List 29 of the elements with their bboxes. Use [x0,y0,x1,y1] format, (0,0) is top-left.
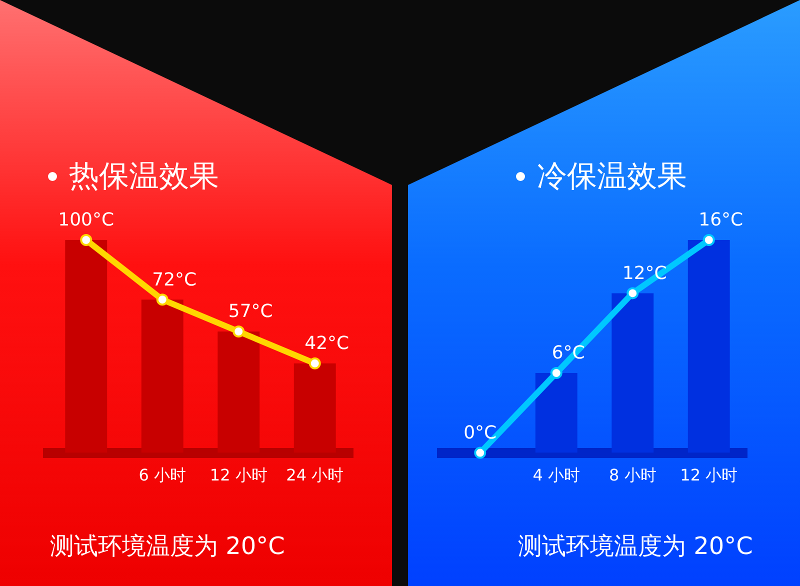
chart-title: 冷保温效果 [537,158,687,196]
x-tick-label: 4 小时 [532,466,580,485]
point [550,367,562,379]
point [626,287,639,300]
text: 测试环境温度为 20°C [50,531,285,562]
point [702,234,715,246]
data-label: 16°C [698,210,744,231]
bar [141,300,184,453]
text: 测试环境温度为 20°C [518,531,753,562]
point [80,234,92,246]
data-label: 6°C [552,342,585,364]
data-label: 100°C [58,210,114,231]
data-label: 57°C [228,301,273,322]
x-tick-label: 8 小时 [608,466,656,485]
data-label: 72°C [152,269,197,290]
bar [294,363,336,453]
chart-title: 热保温效果 [69,158,219,196]
x-tick-label: 6 小时 [138,466,186,485]
bar [218,332,260,453]
point [232,326,245,338]
x-tick-label: 24 小时 [286,466,344,485]
x-tick-label: 12 小时 [210,466,268,485]
data-label: 42°C [304,333,350,354]
point [156,294,168,306]
data-label: 0°C [464,422,497,444]
x-tick-label: 12 小时 [680,466,738,485]
point [308,357,321,370]
bar [65,240,108,453]
data-label: 12°C [622,262,667,284]
